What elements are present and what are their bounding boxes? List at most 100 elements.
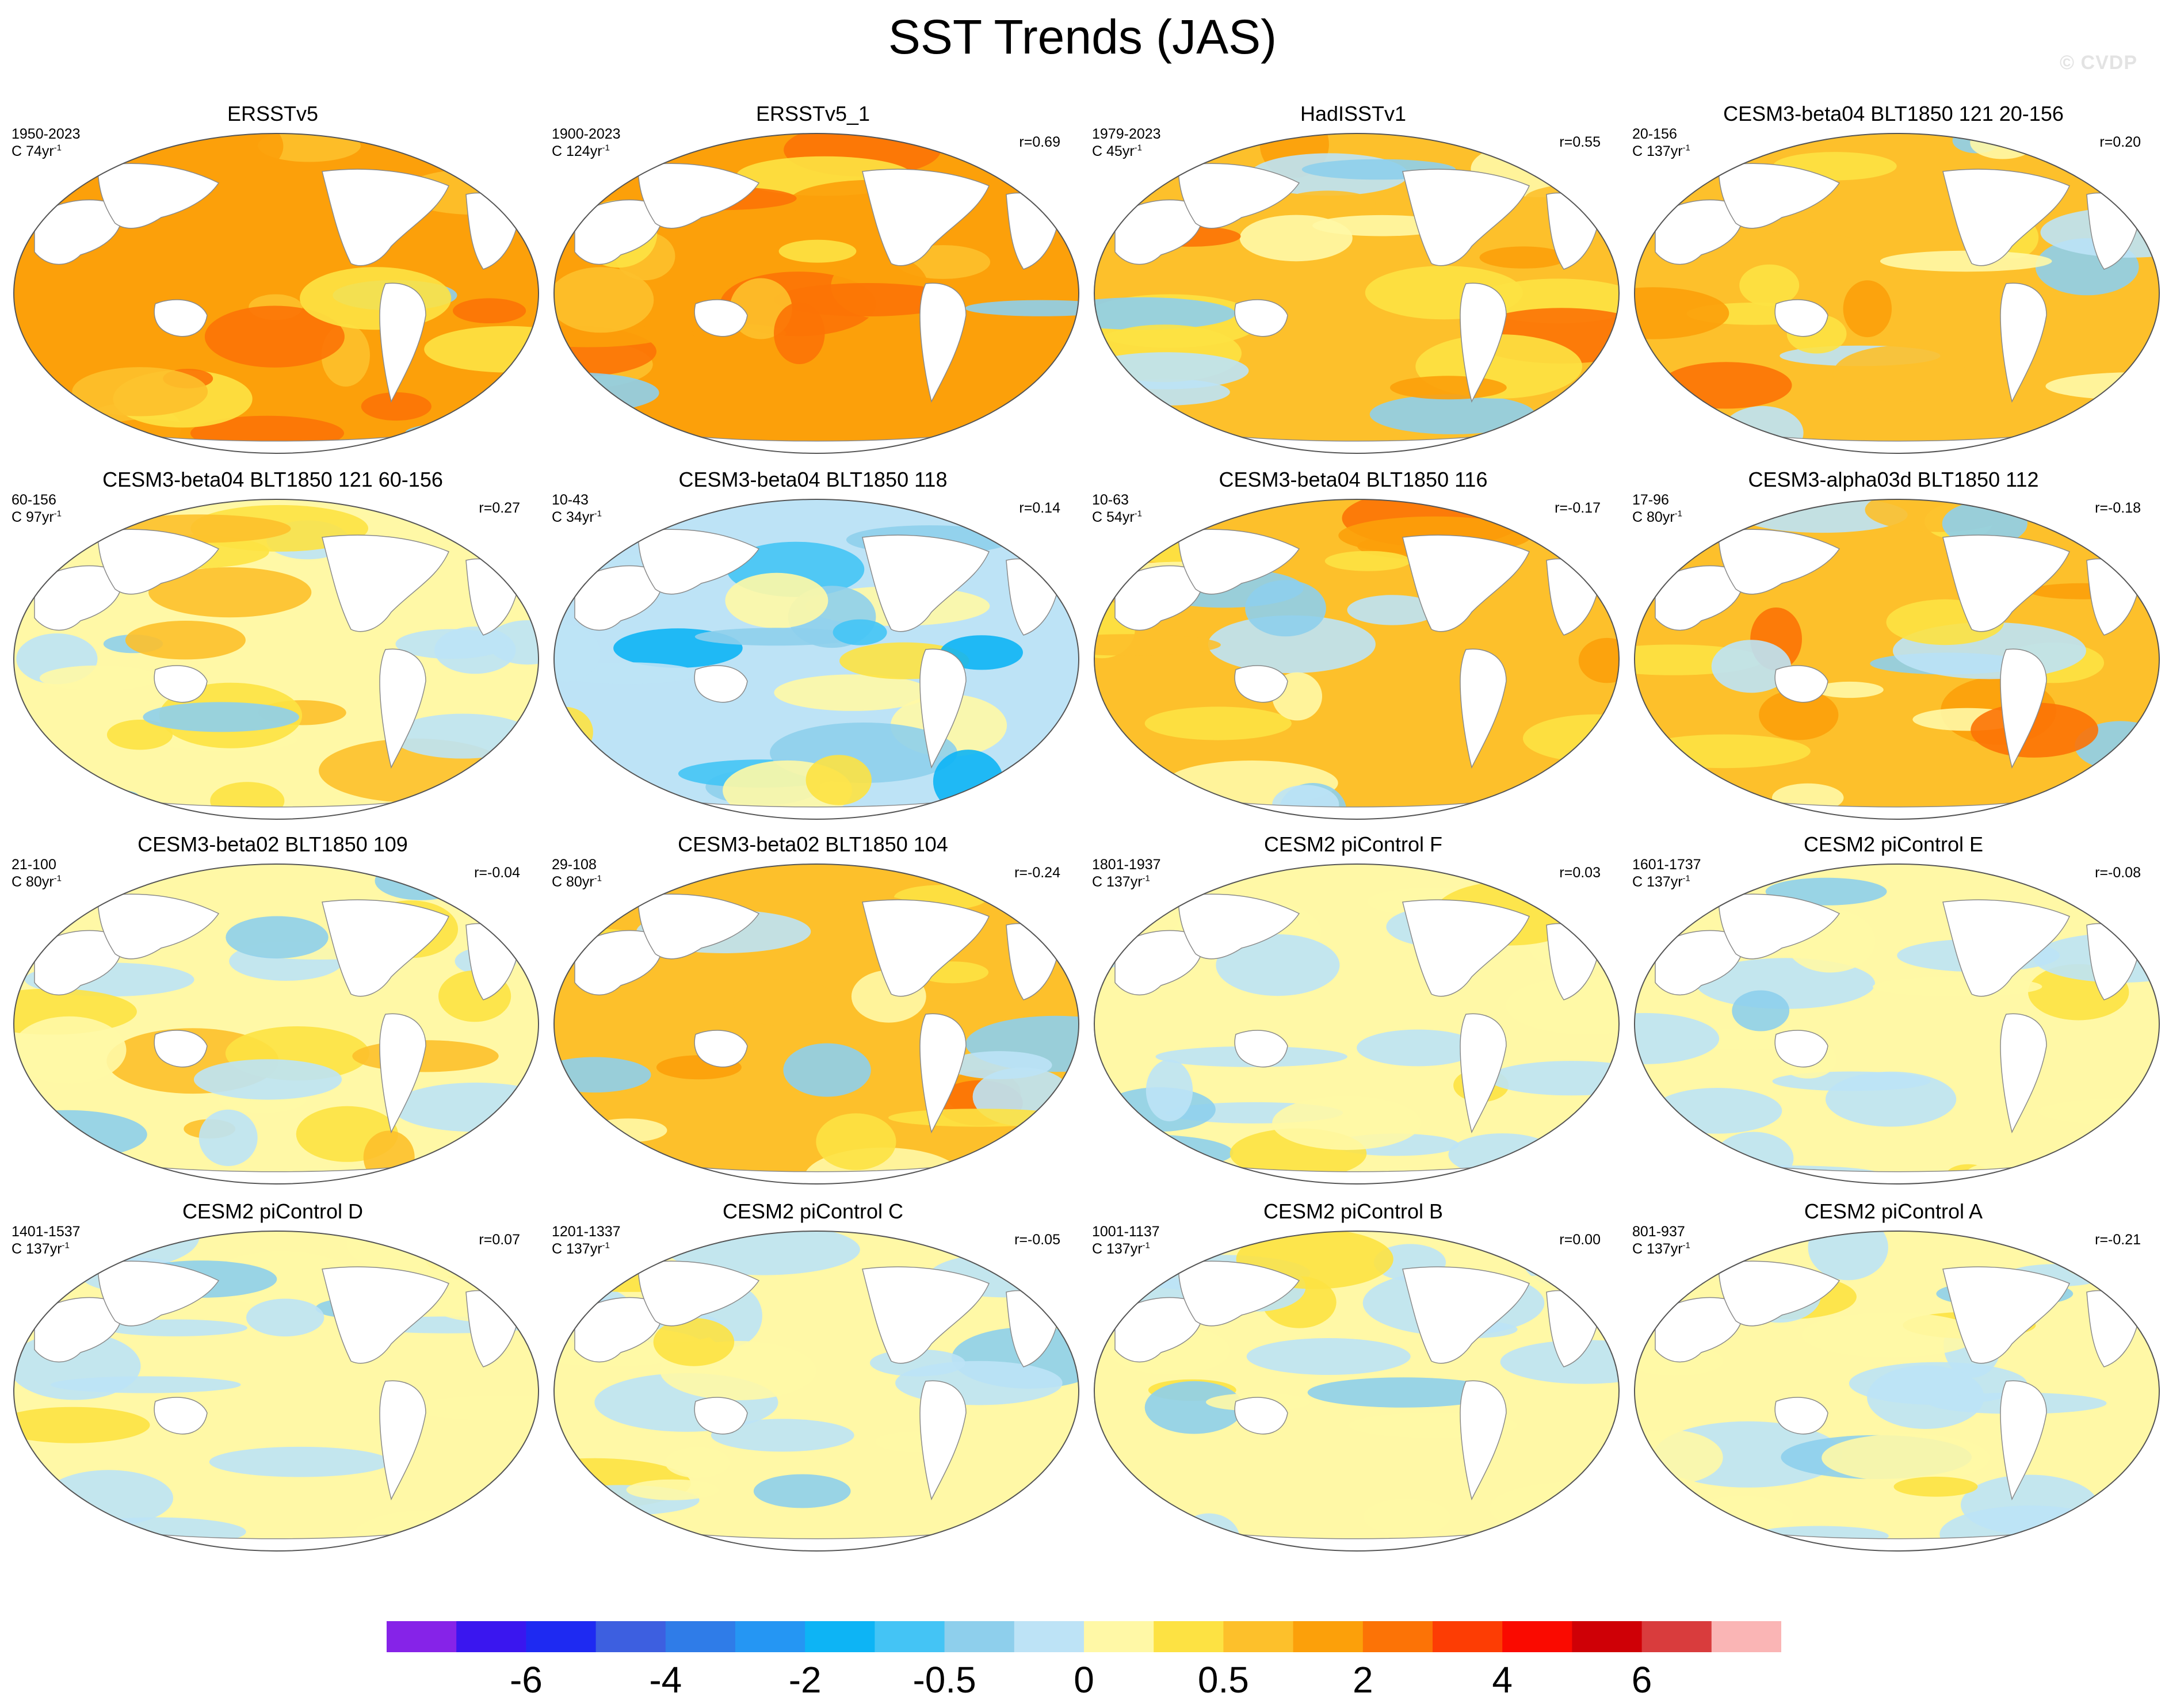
sst-trend-map — [553, 133, 1079, 454]
trend-length-value: C 137 — [1632, 874, 1671, 890]
land-mask — [694, 1030, 748, 1068]
panel-trend-length: C 80yr-1 — [552, 873, 602, 891]
trend-contour-region — [361, 392, 432, 421]
trend-contour-region — [395, 629, 507, 659]
land-mask — [2000, 282, 2047, 403]
map-border — [553, 863, 1079, 1184]
panel-correlation: r=0.07 — [479, 1232, 520, 1248]
trend-contour-region — [1578, 637, 1619, 683]
land-mask — [1718, 1260, 1841, 1327]
trend-contour-region — [204, 305, 345, 368]
panel-correlation: r=0.20 — [2099, 134, 2141, 150]
map-panel: CESM3-alpha03d BLT1850 112 17-96 C 80yr-1 r… — [1623, 467, 2164, 833]
trend-length-exponent: -1 — [1134, 143, 1142, 153]
land-mask — [154, 665, 208, 703]
trend-contour-region — [2091, 1129, 2159, 1153]
land-mask — [34, 1297, 123, 1363]
sst-trend-map — [553, 499, 1079, 820]
trend-contour-region — [193, 1059, 342, 1100]
land-mask — [97, 163, 220, 229]
trend-length-value: C 80 — [1632, 509, 1663, 525]
colorbar-swatch — [735, 1621, 805, 1652]
panel-trend-length: C 80yr-1 — [1632, 509, 1682, 526]
colorbar-swatch — [387, 1621, 457, 1652]
panel-title: CESM2 piControl F — [1263, 832, 1443, 856]
land-mask — [1942, 169, 2070, 266]
panel-correlation: r=0.14 — [1019, 500, 1060, 516]
trend-contour-region — [1144, 706, 1292, 740]
trend-contour-region — [1815, 681, 1884, 698]
trend-contour-region — [888, 1109, 1072, 1127]
trend-contour-region — [375, 864, 468, 900]
land-mask — [1942, 899, 2070, 997]
trend-contour-region — [1867, 1365, 1984, 1429]
panel-title: CESM3-beta04 BLT1850 118 — [678, 468, 948, 491]
panel-correlation: r=-0.21 — [2095, 1232, 2141, 1248]
land-mask — [1234, 299, 1288, 337]
map-panel: CESM3-beta04 BLT1850 116 10-63 C 54yr-1 r=-… — [1083, 467, 1624, 833]
panel-title: CESM2 piControl A — [1804, 1199, 1983, 1223]
panel-title: CESM3-beta04 BLT1850 121 20-156 — [1723, 102, 2064, 125]
land-mask — [574, 199, 663, 265]
land-mask — [2000, 1380, 2047, 1501]
trend-contour-region — [1635, 1012, 1720, 1064]
trend-length-unit: yr — [1130, 874, 1143, 890]
land-mask — [1402, 534, 1530, 632]
trend-contour-region — [1711, 640, 1792, 693]
map-panel: CESM3-beta02 BLT1850 109 21-100 C 80yr-1 r=… — [2, 832, 543, 1198]
panel-years: 21-100 — [12, 857, 56, 873]
trend-contour-region — [1506, 976, 1619, 1035]
sst-trend-map — [1094, 499, 1620, 820]
colorbar-swatch — [805, 1621, 875, 1652]
trend-contour-region — [14, 1522, 56, 1542]
trend-contour-region — [14, 1016, 127, 1084]
trend-length-value: C 137 — [552, 1241, 590, 1257]
map-border — [553, 499, 1079, 820]
sst-trend-map — [1634, 863, 2160, 1184]
map-panel: HadISSTv1 1979-2023 C 45yr-1 r=0.55 — [1083, 101, 1624, 467]
trend-contour-region — [725, 572, 828, 628]
colorbar-tick-label: 4 — [1492, 1659, 1513, 1701]
panel-trend-length: C 137yr-1 — [1632, 143, 1690, 160]
trend-length-exponent: -1 — [602, 143, 610, 153]
trend-length-value: C 80 — [12, 874, 42, 890]
land-mask — [97, 529, 220, 595]
trend-contour-region — [1873, 976, 2042, 997]
panel-years: 1001-1137 — [1092, 1224, 1160, 1240]
map-border — [13, 133, 539, 454]
trend-contour-region — [653, 1318, 735, 1366]
trend-length-unit: yr — [41, 509, 54, 525]
map-border — [1634, 1231, 2160, 1552]
colorbar-swatch — [595, 1621, 666, 1652]
colorbar — [387, 1621, 1782, 1652]
colorbar-tick-label: -4 — [649, 1659, 682, 1701]
land-mask — [862, 899, 990, 997]
land-mask — [637, 163, 760, 229]
trend-contour-region — [1324, 551, 1411, 571]
map-panel: CESM3-beta04 BLT1850 118 10-43 C 34yr-1 r=0… — [543, 467, 1083, 833]
trend-contour-region — [783, 1043, 871, 1097]
trend-contour-region — [1801, 1312, 1980, 1358]
trend-contour-region — [946, 1051, 1052, 1079]
panel-correlation: r=-0.18 — [2095, 500, 2141, 516]
land-mask — [1114, 199, 1203, 265]
panel-years: 801-937 — [1632, 1224, 1685, 1240]
panel-correlation: r=0.03 — [1559, 865, 1601, 881]
trend-length-exponent: -1 — [62, 1240, 70, 1251]
sst-trend-map — [1634, 499, 2160, 820]
land-mask — [919, 1380, 967, 1501]
panel-title: CESM3-alpha03d BLT1850 112 — [1748, 468, 2039, 491]
trend-length-exponent: -1 — [54, 143, 62, 153]
sst-trend-map — [1634, 133, 2160, 454]
trend-length-value: C 137 — [1092, 874, 1131, 890]
trend-contour-region — [300, 267, 452, 330]
panel-trend-length: C 45yr-1 — [1092, 143, 1142, 160]
land-mask — [694, 665, 748, 703]
trend-contour-region — [1208, 615, 1376, 674]
land-mask — [34, 930, 123, 996]
trend-contour-region — [120, 226, 274, 247]
trend-contour-region — [1272, 1096, 1421, 1150]
colorbar-labels: -6 -4 -2 -0.5 0 0.5 2 4 6 — [0, 1657, 2165, 1703]
trend-contour-region — [1363, 1499, 1450, 1535]
trend-contour-region — [940, 635, 1023, 670]
